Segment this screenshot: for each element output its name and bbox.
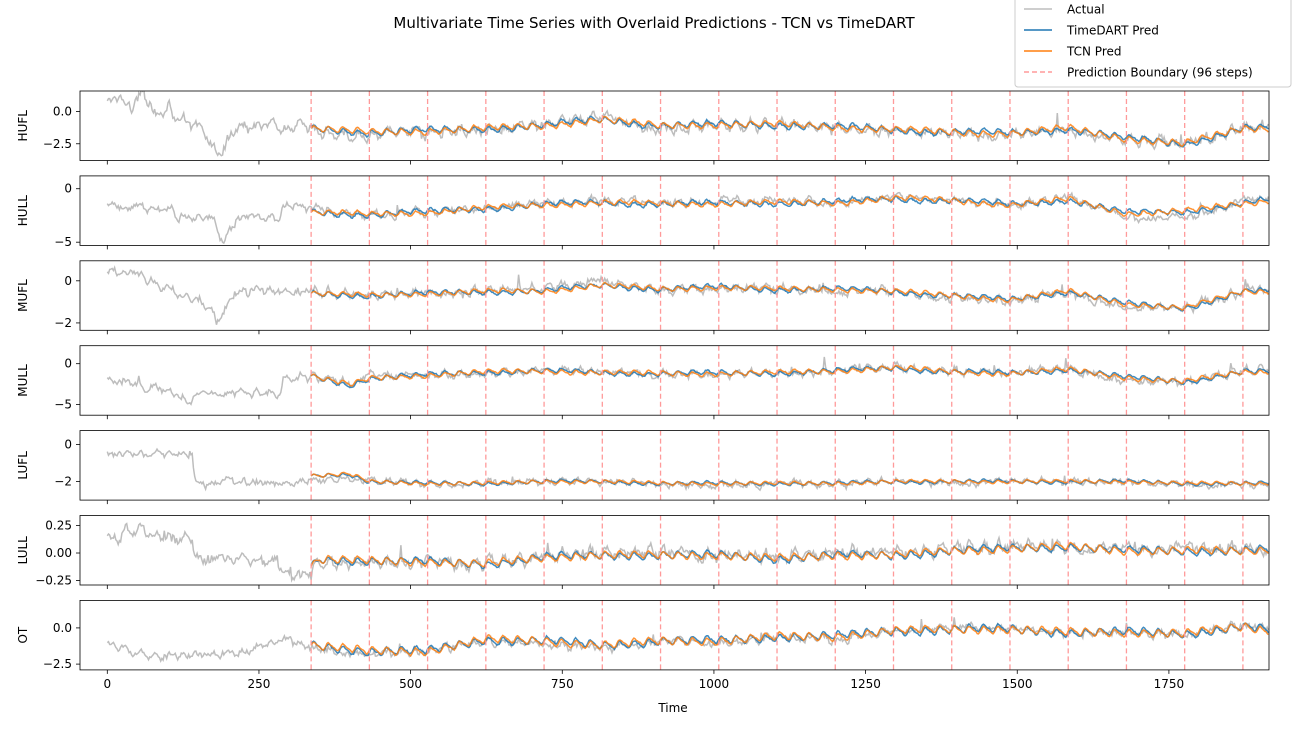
y-tick-label-hull-1: −5	[54, 235, 72, 249]
y-tick-label-ot-1: −2.5	[43, 657, 72, 671]
x-tick-label-1: 250	[248, 677, 271, 691]
axes-frame-ot	[79, 600, 1270, 671]
y-tick-label-hull-0: 0	[64, 182, 72, 196]
axes-frame-hufl	[79, 90, 1270, 161]
legend-box	[1014, 0, 1292, 88]
series-timedart-hull	[310, 195, 1269, 220]
x-tick-label-7: 1750	[1154, 677, 1185, 691]
y-axis-label-hull: HULL	[16, 195, 30, 226]
y-tick-label-mull-1: −5	[54, 398, 72, 412]
panel-ot: 0.0 −2.5 OT 0 250 500 750 1000 1250 1500 1750	[16, 600, 1270, 691]
panel-lull: 0.25 0.00 −0.25 LULL	[16, 515, 1270, 589]
y-tick-label-lull-1: 0.00	[45, 546, 72, 560]
chart-title: Multivariate Time Series with Overlaid P…	[393, 14, 915, 32]
panel-hufl: 0.0 −2.5 HUFL	[16, 90, 1270, 165]
axes-frame-mufl	[79, 260, 1270, 331]
y-tick-label-hufl-0: 0.0	[53, 105, 72, 119]
legend: Actual TimeDART Pred TCN Pred Prediction Bo…	[1014, 0, 1292, 88]
panel-hull: 0 −5 HULL	[16, 175, 1270, 250]
x-tick-label-6: 1500	[1002, 677, 1033, 691]
x-tick-label-0: 0	[103, 677, 111, 691]
y-tick-label-hufl-1: −2.5	[43, 137, 72, 151]
series-tcn-hull	[310, 194, 1269, 218]
y-tick-label-lull-2: −0.25	[35, 574, 72, 588]
series-timedart-mufl	[310, 282, 1269, 312]
panel-mull: 0 −5 MULL	[16, 345, 1270, 420]
series-tcn-ot	[310, 622, 1269, 657]
y-tick-label-lufl-1: −2	[54, 475, 72, 489]
panel-lufl: 0 −2 LUFL	[16, 430, 1270, 505]
series-tcn-lull	[310, 541, 1269, 568]
series-actual-hufl	[106, 91, 1269, 157]
x-tick-label-3: 750	[551, 677, 574, 691]
series-tcn-mufl	[310, 281, 1269, 311]
y-tick-label-lufl-0: 0	[64, 438, 72, 452]
y-axis-label-mull: MULL	[16, 364, 30, 397]
y-axis-label-mufl: MUFL	[16, 279, 30, 312]
legend-label-2: TCN Pred	[1066, 45, 1122, 59]
y-tick-label-mufl-1: −2	[54, 316, 72, 330]
y-axis-label-ot: OT	[16, 626, 30, 643]
legend-label-1: TimeDART Pred	[1066, 24, 1159, 38]
panels-group: 0.0−2.5HUFL0−5HULL0−2MUFL0−5MULL0−2LUFL0…	[16, 90, 1270, 691]
axes-frame-lull	[79, 515, 1270, 586]
y-tick-label-mufl-0: 0	[64, 274, 72, 288]
y-axis-label-lull: LULL	[16, 536, 30, 565]
y-tick-label-ot-0: 0.0	[53, 621, 72, 635]
panel-mufl: 0 −2 MUFL	[16, 260, 1270, 335]
legend-label-3: Prediction Boundary (96 steps)	[1067, 66, 1253, 80]
y-tick-label-lull-0: 0.25	[45, 518, 72, 532]
y-axis-label-hufl: HUFL	[16, 110, 30, 142]
x-tick-label-4: 1000	[699, 677, 730, 691]
y-axis-label-lufl: LUFL	[16, 451, 30, 480]
series-tcn-hufl	[310, 115, 1269, 148]
series-tcn-lufl	[310, 471, 1269, 487]
series-actual-mull	[106, 356, 1269, 406]
y-tick-label-mull-0: 0	[64, 357, 72, 371]
axes-frame-lufl	[79, 430, 1270, 501]
x-tick-label-2: 500	[399, 677, 422, 691]
axes-frame-mull	[79, 345, 1270, 416]
axes-frame-hull	[79, 175, 1270, 246]
series-tcn-mull	[310, 364, 1269, 387]
legend-label-0: Actual	[1067, 3, 1105, 17]
x-tick-label-5: 1250	[850, 677, 881, 691]
x-axis-label: Time	[657, 701, 687, 715]
